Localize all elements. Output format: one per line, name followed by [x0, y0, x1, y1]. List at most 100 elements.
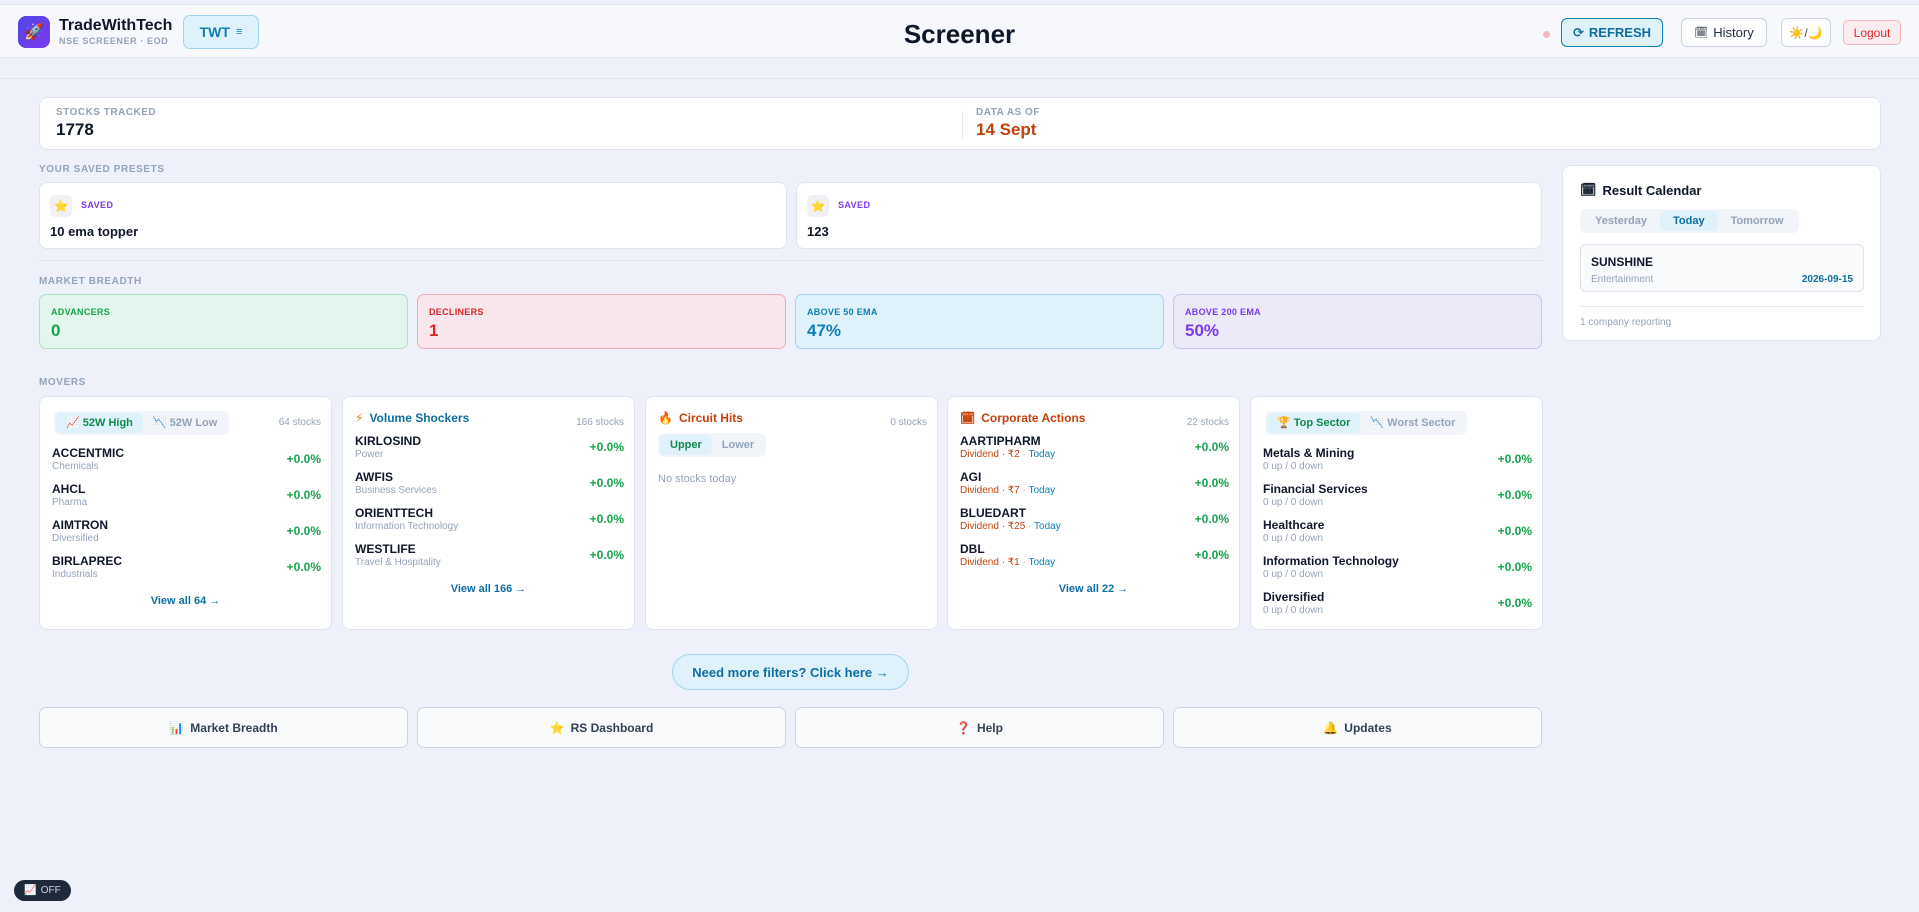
stat-label: STOCKS TRACKED — [56, 107, 157, 118]
top-header: 🚀 TradeWithTech NSE SCREENER · EOD TWT ≡… — [0, 4, 1919, 58]
preset-card[interactable]: ⭐ SAVED 123 — [796, 182, 1542, 249]
calendar-icon: 🗓 — [960, 411, 976, 425]
company-sector: Entertainment — [1591, 274, 1654, 285]
list-item[interactable]: ORIENTTECH Information Technology +0.0% — [355, 506, 624, 542]
tab-tomorrow[interactable]: Tomorrow — [1730, 215, 1784, 227]
breadth-label: ABOVE 50 EMA — [807, 307, 878, 317]
theme-toggle-button[interactable]: ☀️/🌙 — [1781, 18, 1831, 47]
calendar-icon: 🗓 — [1580, 182, 1597, 197]
stock-change: +0.0% — [286, 452, 321, 466]
brand-logo-icon[interactable]: 🚀 — [18, 16, 50, 48]
tab-top-sector[interactable]: 🏆 Top Sector — [1267, 413, 1361, 433]
refresh-button[interactable]: ⟳ REFRESH — [1561, 18, 1663, 47]
calendar-footer: 1 company reporting — [1580, 317, 1672, 328]
action-detail: Dividend · ₹1 · Today — [960, 557, 1056, 568]
tab-52w-high[interactable]: 📈 52W High — [56, 413, 143, 433]
stock-sector: Power — [355, 449, 384, 460]
rs-dashboard-button[interactable]: ⭐ RS Dashboard — [417, 707, 786, 748]
card-title: 🗓 Corporate Actions — [960, 411, 1085, 425]
stat-stocks-tracked: STOCKS TRACKED 1778 — [56, 107, 156, 140]
stock-change: +0.0% — [286, 524, 321, 538]
stock-count: 22 stocks — [1186, 417, 1229, 428]
calendar-tabs: Yesterday Today Tomorrow — [1580, 209, 1799, 233]
action-type: Dividend · ₹1 — [960, 557, 1020, 568]
list-item[interactable]: WESTLIFE Travel & Hospitality +0.0% — [355, 542, 624, 578]
stat-divider — [962, 111, 963, 139]
help-button[interactable]: ❓ Help — [795, 707, 1164, 748]
twt-label: TWT — [199, 24, 230, 40]
breadth-advancers[interactable]: ADVANCERS 0 — [39, 294, 408, 349]
view-all-link[interactable]: View all 166 → — [450, 583, 527, 595]
chart-toggle-button[interactable]: 📈 OFF — [14, 880, 71, 901]
action-when: Today — [1034, 521, 1061, 532]
movers-volume-card: ⚡ Volume Shockers 166 stocks KIRLOSIND P… — [342, 396, 635, 630]
tab-52w-low[interactable]: 📉 52W Low — [152, 417, 218, 429]
calendar-icon: 🗓 — [1694, 27, 1709, 39]
tab-today[interactable]: Today — [1659, 211, 1718, 231]
updates-button[interactable]: 🔔 Updates — [1173, 707, 1542, 748]
list-item[interactable]: AIMTRON Diversified +0.0% — [52, 518, 321, 554]
action-detail: Dividend · ₹7 · Today — [960, 485, 1056, 496]
stock-symbol: KIRLOSIND — [355, 434, 421, 448]
tab-lower[interactable]: Lower — [721, 439, 755, 451]
sector-tabs: 🏆 Top Sector 📉 Worst Sector — [1265, 411, 1468, 435]
list-item[interactable]: Financial Services 0 up / 0 down +0.0% — [1263, 482, 1532, 518]
toggle-label: OFF — [40, 885, 61, 896]
chart-icon: 📈 — [24, 885, 37, 896]
stat-label: DATA AS OF — [976, 107, 1040, 118]
list-item[interactable]: Metals & Mining 0 up / 0 down +0.0% — [1263, 446, 1532, 482]
list-item[interactable]: AHCL Pharma +0.0% — [52, 482, 321, 518]
stock-count: 64 stocks — [278, 417, 321, 428]
list-item[interactable]: Information Technology 0 up / 0 down +0.… — [1263, 554, 1532, 590]
twt-menu-button[interactable]: TWT ≡ — [183, 15, 259, 49]
list-item[interactable]: BIRLAPREC Industrials +0.0% — [52, 554, 321, 590]
logout-button[interactable]: Logout — [1843, 20, 1901, 45]
list-item[interactable]: Healthcare 0 up / 0 down +0.0% — [1263, 518, 1532, 554]
market-breadth-button[interactable]: 📊 Market Breadth — [39, 707, 408, 748]
preset-name: 123 — [807, 224, 829, 239]
list-item[interactable]: ACCENTMIC Chemicals +0.0% — [52, 446, 321, 482]
history-label: History — [1713, 25, 1754, 40]
preset-tag: SAVED — [838, 200, 871, 210]
stock-change: +0.0% — [1194, 548, 1229, 562]
list-item[interactable]: Diversified 0 up / 0 down +0.0% — [1263, 590, 1532, 626]
fire-icon: 🔥 — [658, 411, 673, 425]
list-item[interactable]: AGI Dividend · ₹7 · Today +0.0% — [960, 470, 1229, 506]
breadth-above-50-ema[interactable]: ABOVE 50 EMA 47% — [795, 294, 1164, 349]
sector-change: +0.0% — [1497, 560, 1532, 574]
more-filters-button[interactable]: Need more filters? Click here → — [672, 654, 909, 690]
breadth-value: 0 — [51, 321, 61, 340]
list-item[interactable]: AWFIS Business Services +0.0% — [355, 470, 624, 506]
circuit-tabs: Upper Lower — [658, 433, 767, 457]
stat-value: 14 Sept — [976, 120, 1037, 139]
preset-card[interactable]: ⭐ SAVED 10 ema topper — [39, 182, 787, 249]
calendar-item[interactable]: SUNSHINE Entertainment 2026-09-15 — [1580, 244, 1864, 292]
sector-updown: 0 up / 0 down — [1263, 605, 1324, 616]
list-item[interactable]: AARTIPHARM Dividend · ₹2 · Today +0.0% — [960, 434, 1229, 470]
view-all-link[interactable]: View all 22 → — [1058, 583, 1129, 595]
breadth-above-200-ema[interactable]: ABOVE 200 EMA 50% — [1173, 294, 1542, 349]
action-type: Dividend · ₹7 — [960, 485, 1020, 496]
action-when: Today — [1028, 449, 1056, 460]
empty-message: No stocks today — [658, 473, 737, 485]
breadth-value: 47% — [807, 321, 842, 340]
sector-name: Metals & Mining — [1263, 446, 1355, 460]
history-button[interactable]: 🗓 History — [1681, 18, 1767, 47]
stock-symbol: AIMTRON — [52, 518, 108, 532]
bar-chart-icon: 📊 — [169, 720, 185, 735]
list-item[interactable]: KIRLOSIND Power +0.0% — [355, 434, 624, 470]
breadth-decliners[interactable]: DECLINERS 1 — [417, 294, 786, 349]
view-all-link[interactable]: View all 64 → — [150, 595, 221, 607]
stock-count: 0 stocks — [890, 417, 927, 428]
sector-updown: 0 up / 0 down — [1263, 569, 1324, 580]
stock-sector: Pharma — [52, 497, 88, 508]
movers-corporate-card: 🗓 Corporate Actions 22 stocks AARTIPHARM… — [947, 396, 1240, 630]
card-title-label: Volume Shockers — [369, 411, 470, 425]
list-item[interactable]: BLUEDART Dividend · ₹25 · Today +0.0% — [960, 506, 1229, 542]
stock-count: 166 stocks — [576, 417, 624, 428]
tab-worst-sector[interactable]: 📉 Worst Sector — [1370, 417, 1456, 429]
tab-yesterday[interactable]: Yesterday — [1595, 215, 1647, 227]
stock-change: +0.0% — [1194, 476, 1229, 490]
tab-upper[interactable]: Upper — [660, 435, 712, 455]
list-item[interactable]: DBL Dividend · ₹1 · Today +0.0% — [960, 542, 1229, 578]
